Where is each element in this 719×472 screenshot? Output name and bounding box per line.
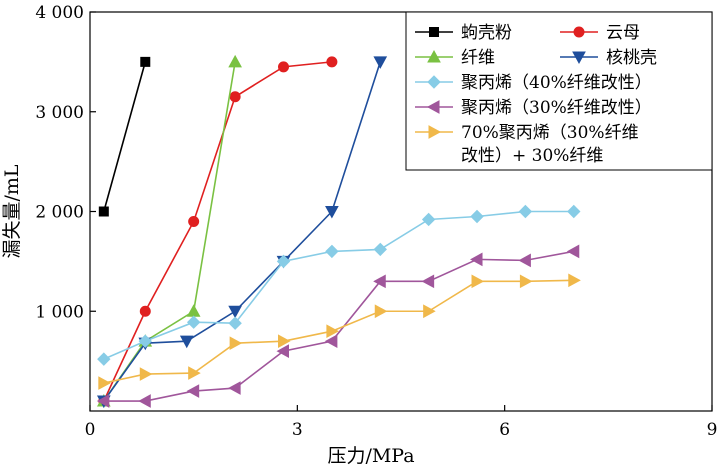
series-layer <box>96 54 581 409</box>
x-axis-label: 压力/MPa <box>327 445 414 467</box>
data-point <box>324 334 338 349</box>
data-point <box>188 215 200 227</box>
legend-marker <box>428 125 442 139</box>
series-4 <box>96 56 388 409</box>
axes: 0 3 6 9 1 000 2 000 3 000 4 000 压力/MPa 漏失量/mL <box>1 3 717 467</box>
y-tick-label: 1 000 <box>35 302 84 322</box>
data-point <box>96 394 110 408</box>
legend-marker <box>427 75 441 89</box>
data-point <box>373 274 386 289</box>
data-point <box>276 254 291 269</box>
legend-entry-5: 聚丙烯（40%纤维改性） <box>415 73 652 93</box>
legend-marker <box>427 49 441 63</box>
data-point <box>373 242 387 257</box>
data-point <box>228 381 241 395</box>
y-tick-label: 3 000 <box>35 103 84 123</box>
data-point <box>326 56 338 68</box>
legend-label: 云母 <box>606 23 640 43</box>
data-point <box>98 376 111 390</box>
data-point <box>421 212 436 227</box>
y-axis-label: 漏失量/mL <box>1 164 23 258</box>
legend-entry-7: 70%聚丙烯（30%纤维改性）+ 30%纤维 <box>415 123 639 166</box>
data-point <box>325 244 339 259</box>
data-point <box>326 324 339 339</box>
legend-marker <box>429 27 439 37</box>
legend-label: 改性）+ 30%纤维 <box>461 146 603 166</box>
legend-entry-3: 纤维 <box>415 48 495 68</box>
series-2 <box>98 56 338 407</box>
data-point <box>138 394 151 408</box>
data-point <box>469 252 483 267</box>
series-line <box>103 250 574 402</box>
data-point <box>423 304 436 319</box>
data-point <box>566 244 580 259</box>
y-tick-label: 4 000 <box>35 3 84 23</box>
data-point <box>518 204 533 219</box>
legend-label: 聚丙烯（30%纤维改性） <box>461 98 652 118</box>
data-point <box>518 253 531 268</box>
data-point <box>470 209 484 224</box>
data-point <box>373 56 388 69</box>
data-point <box>567 204 581 219</box>
legend-entry-1: 蚼壳粉 <box>415 23 512 43</box>
data-point <box>186 304 201 317</box>
data-point <box>276 344 290 358</box>
legend-entry-6: 聚丙烯（30%纤维改性） <box>415 98 652 118</box>
legend-entry-2: 云母 <box>560 23 640 43</box>
data-point <box>186 384 200 398</box>
series-6 <box>96 244 580 408</box>
legend-label: 核桃壳 <box>606 48 657 68</box>
data-point <box>325 206 339 219</box>
data-point <box>228 54 242 68</box>
data-point <box>421 274 435 289</box>
data-point <box>97 352 111 366</box>
data-point <box>139 305 151 317</box>
data-point <box>139 367 153 381</box>
series-line <box>103 61 147 212</box>
series-line <box>103 210 574 360</box>
data-point <box>471 274 485 289</box>
legend-label: 纤维 <box>461 48 495 68</box>
x-tick-label: 9 <box>707 420 718 440</box>
data-point <box>228 316 242 330</box>
legend-marker <box>572 51 586 65</box>
data-point <box>278 61 290 73</box>
data-point <box>140 56 151 67</box>
series-5 <box>97 204 581 366</box>
data-point <box>179 335 194 349</box>
data-point <box>186 315 201 329</box>
legend-entry-4: 核桃壳 <box>560 48 657 68</box>
series-7 <box>98 273 581 390</box>
data-point <box>229 91 241 103</box>
x-tick-label: 6 <box>499 420 510 440</box>
data-point <box>519 274 533 289</box>
data-point <box>228 305 242 319</box>
data-point <box>138 334 152 348</box>
data-point <box>229 336 243 351</box>
legend-marker <box>426 100 440 114</box>
data-point <box>188 366 201 380</box>
x-tick-label: 3 <box>292 420 303 440</box>
data-point <box>568 273 581 288</box>
legend-label: 70%聚丙烯（30%纤维 <box>461 123 639 143</box>
legend-label: 聚丙烯（40%纤维改性） <box>461 73 652 93</box>
legend-marker <box>573 26 585 38</box>
data-point <box>278 334 291 349</box>
data-point <box>374 304 388 319</box>
series-line <box>103 61 332 402</box>
x-tick-label: 0 <box>85 420 96 440</box>
y-tick-label: 2 000 <box>35 203 84 223</box>
legend-label: 蚼壳粉 <box>461 23 512 43</box>
legend-box <box>405 11 713 171</box>
data-point <box>98 206 109 217</box>
series-1 <box>98 56 151 217</box>
